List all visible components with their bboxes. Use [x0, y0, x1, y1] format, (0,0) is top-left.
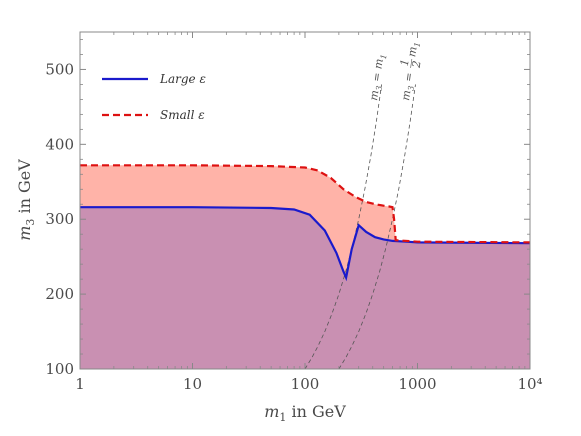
- x-axis-ticks: 1 10 100 1000 10⁴: [75, 32, 543, 393]
- y-tick-label: 100: [45, 360, 74, 378]
- svg-text:m3 =: m3 =: [399, 72, 418, 102]
- y-tick-label: 500: [45, 60, 74, 78]
- reference-curve-1: [304, 84, 382, 369]
- y-tick-label: 200: [45, 285, 74, 303]
- y-axis-ticks: 100 200 300 400 500: [45, 39, 530, 378]
- svg-text:m3 = m1: m3 = m1: [367, 53, 388, 102]
- series-fills: [80, 165, 530, 369]
- x-tick-label: 100: [291, 375, 320, 393]
- svg-text:m3 in GeV: m3 in GeV: [15, 159, 37, 241]
- y-axis-title: m3 in GeV: [15, 159, 37, 241]
- x-tick-label: 1: [75, 375, 85, 393]
- x-tick-label: 1000: [398, 375, 436, 393]
- svg-text:m1: m1: [405, 41, 422, 58]
- x-axis-title: m1 in GeV: [264, 402, 346, 424]
- legend: Large ε Small ε: [102, 72, 206, 122]
- area-fill-large: [80, 207, 530, 369]
- x-tick-label: 10: [183, 375, 202, 393]
- reference-label-m3-eq-m1: m3 = m1: [367, 53, 388, 102]
- reference-curve-2: [338, 84, 416, 369]
- reference-label-m3-eq-half-m1: m3 = 1 2 m1: [398, 41, 424, 102]
- legend-label-small: Small ε: [160, 108, 205, 122]
- legend-label-large: Large ε: [159, 72, 206, 86]
- svg-text:1: 1: [398, 58, 412, 67]
- x-tick-label: 10⁴: [517, 375, 542, 393]
- y-tick-label: 400: [45, 135, 74, 153]
- series-lines: [80, 164, 530, 282]
- svg-text:2: 2: [410, 60, 424, 70]
- reference-curves: [304, 84, 416, 369]
- y-tick-label: 300: [45, 210, 74, 228]
- series-line-small: [80, 164, 530, 244]
